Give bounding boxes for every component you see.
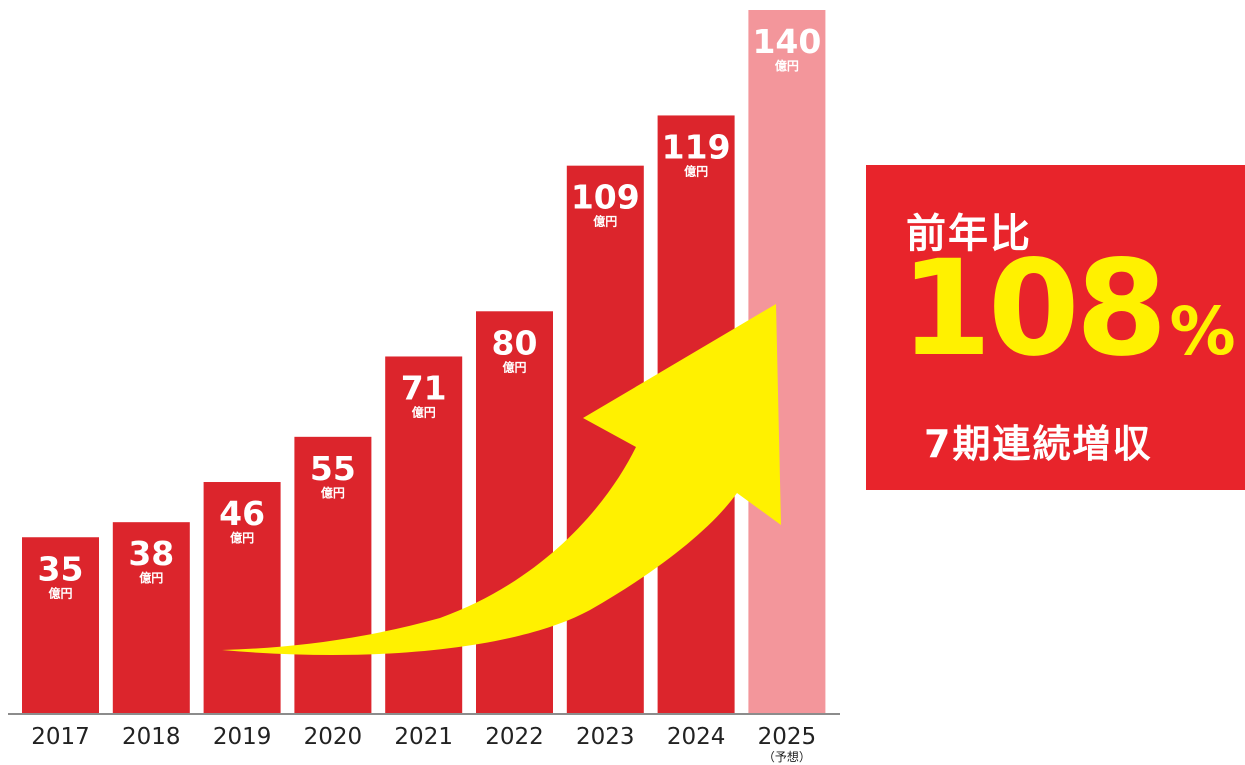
bar-unit-label: 億円 <box>48 585 72 600</box>
callout-subtitle: 7期連続増収 <box>924 422 1153 466</box>
bar-unit-label: 億円 <box>775 58 799 73</box>
bar-unit-label: 億円 <box>684 163 708 178</box>
x-tick-label: 2021 <box>394 724 453 750</box>
bar-unit-label: 億円 <box>412 404 436 419</box>
bar-value-label: 80 <box>492 323 538 362</box>
x-tick-labels: 2017 2018 2019 2020 2021 2022 2023 2024 2025（予想） <box>31 724 816 764</box>
x-tick-label: 2018 <box>122 724 181 750</box>
bar-value-label: 140 <box>752 22 821 61</box>
bar-unit-label: 億円 <box>230 530 254 545</box>
callout-percent: 108% <box>900 243 1236 375</box>
bar-chart: 35億円38億円46億円55億円71億円80億円109億円119億円140億円 … <box>8 10 840 764</box>
x-tick-label: 2022 <box>485 724 544 750</box>
bar-unit-label: 億円 <box>139 570 163 585</box>
bar-value-label: 109 <box>571 178 640 217</box>
bar-value-label: 46 <box>219 494 265 533</box>
x-tick-label: 2024 <box>667 724 726 750</box>
bar-2017 <box>22 537 99 713</box>
callout-label: 前年比 <box>906 211 1032 257</box>
bar-value-label: 35 <box>38 549 84 588</box>
bar-unit-label: 億円 <box>593 214 617 229</box>
bar-2020 <box>294 436 372 713</box>
growth-callout: 前年比 108% 7期連続増収 <box>866 165 1245 490</box>
bar-2019 <box>203 482 281 713</box>
bar-value-label: 71 <box>401 368 447 407</box>
bar-value-label: 55 <box>310 449 356 488</box>
bar-2022 <box>476 311 553 713</box>
x-tick-label: 2017 <box>31 724 90 750</box>
forecast-note: （予想） <box>763 749 811 764</box>
bar-2021 <box>385 356 463 713</box>
x-tick-label: 2025 <box>758 724 817 750</box>
bar-value-label: 38 <box>128 534 174 573</box>
bar-value-label: 119 <box>662 127 731 166</box>
bar-unit-label: 億円 <box>502 359 526 374</box>
bar-2018 <box>112 522 190 713</box>
callout-percent-sign: % <box>1169 293 1236 370</box>
x-tick-label: 2020 <box>304 724 363 750</box>
x-tick-label: 2023 <box>576 724 635 750</box>
bar-unit-label: 億円 <box>321 485 345 500</box>
growth-arrow-icon <box>222 304 781 656</box>
x-tick-label: 2019 <box>213 724 272 750</box>
callout-percent-value: 108 <box>900 232 1168 386</box>
